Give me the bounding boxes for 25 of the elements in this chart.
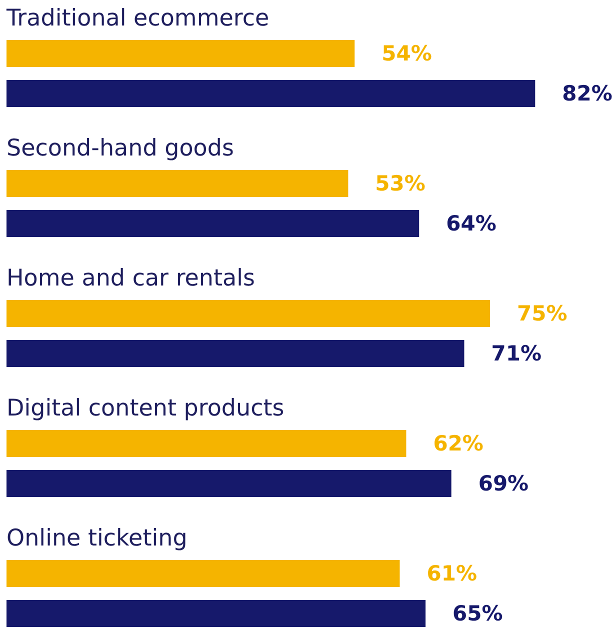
bar <box>6 40 355 67</box>
y-tick-label: Second-hand goods <box>6 136 234 162</box>
data-label: 61% <box>426 562 478 586</box>
bar <box>6 430 406 457</box>
bar <box>6 170 348 197</box>
y-tick-label: Home and car rentals <box>6 266 255 292</box>
data-label: 54% <box>382 42 432 66</box>
data-label: 65% <box>452 602 503 626</box>
bar <box>6 560 400 587</box>
data-label: 75% <box>517 302 568 326</box>
data-label: 71% <box>491 342 542 366</box>
bar <box>6 470 452 497</box>
bar <box>6 210 420 237</box>
data-label: 64% <box>446 212 496 236</box>
data-label: 53% <box>375 172 426 196</box>
bar <box>6 340 464 367</box>
y-tick-label: Digital content products <box>6 396 284 422</box>
y-tick-label: Online ticketing <box>6 526 188 552</box>
bar <box>6 600 426 627</box>
data-label: 62% <box>433 432 484 456</box>
data-label: 69% <box>478 472 529 496</box>
y-tick-label: Traditional ecommerce <box>6 6 270 32</box>
bar <box>6 300 490 327</box>
bar <box>6 80 536 107</box>
data-label: 82% <box>562 82 612 106</box>
